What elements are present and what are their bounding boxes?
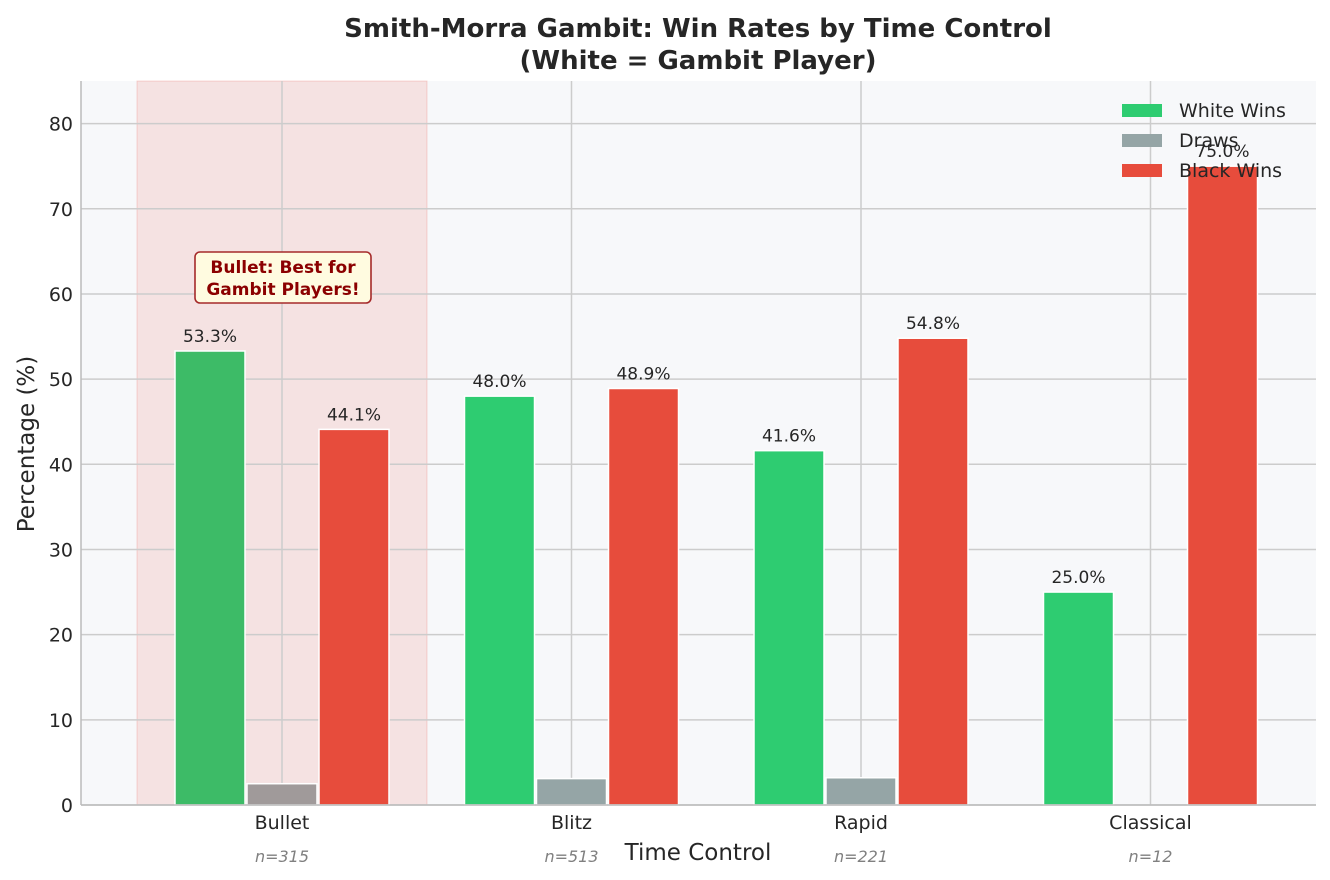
bar-value-label: 44.1% [327,405,381,425]
y-tick-label: 50 [49,369,73,391]
sample-size-label: n=12 [1129,847,1173,866]
annotation-text-line1: Bullet: Best for [210,258,356,278]
annotation: Bullet: Best for Gambit Players! [194,251,372,304]
x-tick-label: Classical [1109,812,1192,834]
y-tick-label: 40 [49,454,73,476]
y-tick-label: 80 [49,114,73,136]
chart-title-line2: (White = Gambit Player) [520,46,877,76]
x-tick-label: Bullet [255,812,310,834]
y-tick-labels: 0 10 20 30 40 50 60 70 80 [49,114,73,817]
legend-label-white-wins: White Wins [1179,100,1286,122]
y-tick-label: 70 [49,199,73,221]
bar-white-wins [1042,591,1115,806]
x-axis-label: Time Control [624,840,772,866]
bar-value-label: 54.8% [906,314,960,334]
bar-draws [535,777,608,806]
bars [174,165,1259,806]
bar-value-label: 75.0% [1195,142,1249,162]
bar-value-label: 25.0% [1051,568,1105,588]
bar-white-wins [463,395,536,806]
bar-black-wins [607,387,680,806]
y-axis-label: Percentage (%) [14,356,40,533]
legend-swatch-black-wins [1122,164,1162,177]
bar-black-wins [318,428,390,806]
bar-draws [246,782,318,806]
bar-value-label: 53.3% [183,327,237,347]
bar-black-wins [1186,165,1259,806]
annotation-text-line2: Gambit Players! [206,280,359,300]
bar-value-label: 41.6% [762,427,816,447]
bar-black-wins [897,337,969,806]
annotation-box [194,251,372,304]
sample-size-label: n=221 [834,847,888,866]
bar-white-wins [174,350,246,806]
x-tick-label: Blitz [551,812,592,834]
y-tick-label: 20 [49,625,73,647]
bar-labels: 53.3% 48.0% 41.6% 25.0% 44.1% 48.9% 54.8% 75.0% [183,142,1250,588]
legend-swatch-white-wins [1122,104,1162,117]
bar-value-label: 48.0% [472,372,526,392]
legend-swatch-draws [1122,134,1162,147]
plot-area: 53.3% 48.0% 41.6% 25.0% 44.1% 48.9% 54.8% 75.0% [80,80,1316,806]
legend: White Wins Draws Black Wins [1122,100,1286,182]
x-tick-label: Rapid [834,812,888,834]
bar-draws [825,776,897,806]
y-tick-label: 30 [49,539,73,561]
bar-value-label: 48.9% [616,364,670,384]
legend-label-black-wins: Black Wins [1179,160,1282,182]
bar-white-wins [753,449,825,806]
sample-size-label: n=315 [255,847,309,866]
y-tick-label: 10 [49,710,73,732]
legend-label-draws: Draws [1179,130,1239,152]
y-tick-label: 60 [49,284,73,306]
sample-size-label: n=513 [544,847,598,866]
chart-title-line1: Smith-Morra Gambit: Win Rates by Time Co… [344,14,1052,44]
x-tick-labels: Bullet n=315 Blitz n=513 Rapid n=221 Classical… [255,812,1192,866]
y-tick-label: 0 [61,795,73,817]
